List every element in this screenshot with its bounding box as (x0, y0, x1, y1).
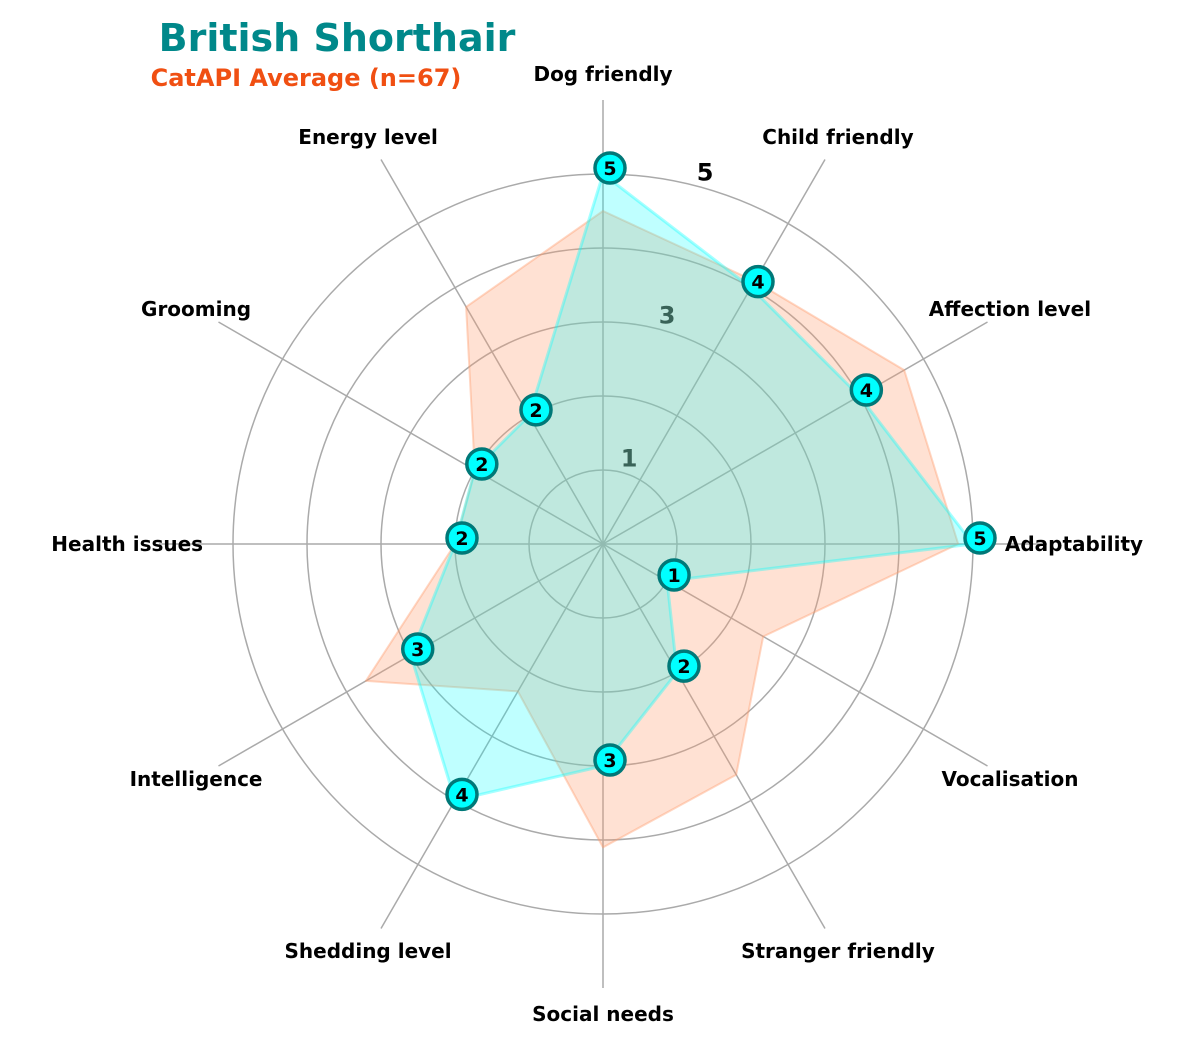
data-marker-label: 4 (860, 380, 873, 402)
data-marker (667, 649, 701, 683)
axis-label-health-issues: Health issues (51, 532, 203, 556)
data-marker-label: 5 (603, 158, 616, 180)
axis-label-shedding-level: Shedding level (285, 939, 452, 963)
axis-label-dog-friendly: Dog friendly (533, 62, 672, 86)
data-marker (445, 521, 479, 555)
data-marker-label: 2 (529, 400, 542, 422)
chart-title: British Shorthair (159, 16, 516, 60)
data-marker (657, 558, 691, 592)
axis-label-social-needs: Social needs (532, 1002, 674, 1026)
spoke-line (380, 159, 604, 545)
data-marker (519, 393, 553, 427)
axis-label-vocalisation: Vocalisation (941, 767, 1078, 791)
data-marker-label: 5 (973, 528, 986, 550)
data-marker-label: 2 (677, 656, 690, 678)
data-marker (593, 743, 627, 777)
r-tick-label: 3 (659, 302, 676, 330)
axis-label-grooming: Grooming (141, 297, 251, 321)
chart-subtitle: CatAPI Average (n=67) (151, 64, 462, 92)
radar-axis-labels: Adaptability Affection level Child friendl… (51, 62, 1143, 1026)
data-marker-label: 4 (455, 784, 468, 806)
data-marker (593, 151, 627, 185)
data-marker-label: 2 (455, 528, 468, 550)
axis-label-intelligence: Intelligence (130, 767, 263, 791)
radar-series (364, 172, 975, 849)
data-marker-label: 3 (411, 639, 424, 661)
data-marker-label: 1 (667, 565, 680, 587)
data-marker (465, 447, 499, 481)
data-marker-label: 4 (751, 272, 764, 294)
data-marker (849, 373, 884, 407)
axis-label-energy-level: Energy level (298, 125, 438, 149)
data-marker (445, 777, 479, 812)
data-marker-label: 3 (603, 750, 616, 772)
axis-label-affection-level: Affection level (929, 297, 1091, 321)
spoke-line (602, 321, 988, 545)
data-marker (963, 521, 997, 555)
r-tick-label: 5 (697, 159, 714, 187)
spoke-line (218, 321, 604, 545)
r-tick-label: 1 (621, 445, 638, 473)
data-marker (741, 264, 775, 299)
axis-label-adaptability: Adaptability (1005, 532, 1143, 556)
axis-label-stranger-friendly: Stranger friendly (741, 939, 935, 963)
data-marker-label: 2 (475, 454, 488, 476)
spoke-line (602, 543, 826, 929)
spoke-line (602, 159, 826, 545)
radar-grid: 1 3 5 (159, 100, 1047, 988)
radar-markers: 5 4 4 5 2 2 2 3 4 3 2 1 (400, 151, 997, 812)
axis-label-child-friendly: Child friendly (762, 125, 913, 149)
spoke-line (380, 543, 604, 929)
data-marker (400, 632, 435, 666)
